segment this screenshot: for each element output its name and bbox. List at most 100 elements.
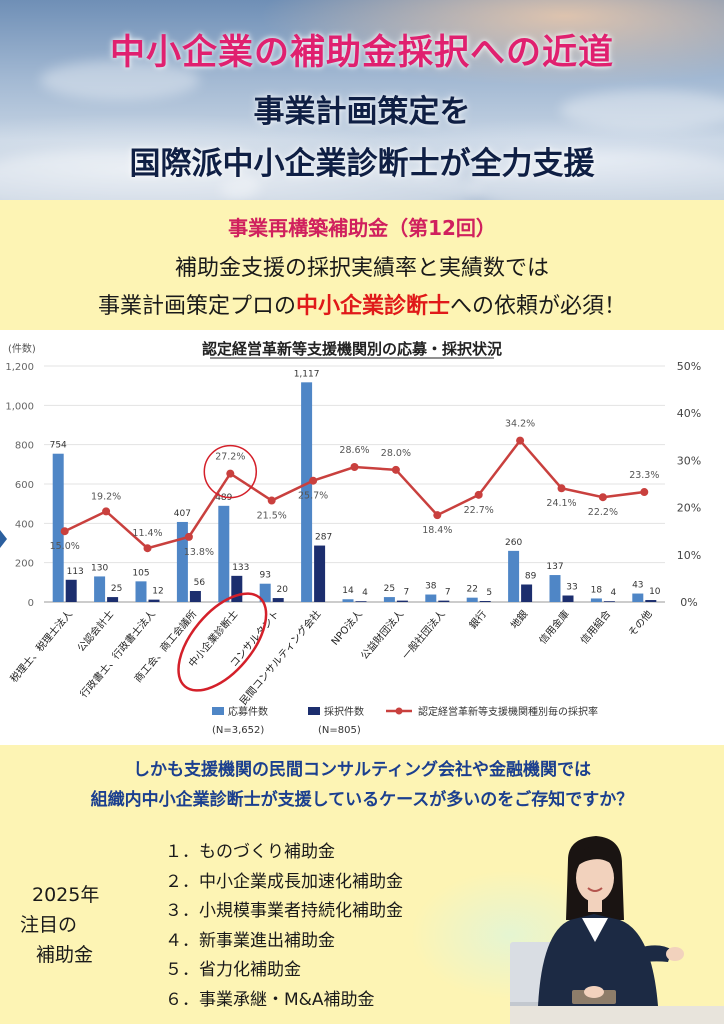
rate-point (516, 436, 525, 445)
bar-adopted (396, 600, 408, 602)
bar-applied (94, 576, 106, 602)
bar-adopted (355, 601, 367, 602)
bar-adopted-label: 89 (525, 571, 537, 581)
y-tick-label: 1,200 (5, 362, 34, 373)
bar-adopted-label: 4 (611, 588, 617, 598)
rate-label: 13.8% (184, 547, 214, 558)
hand-right (666, 947, 684, 961)
bar-applied-label: 137 (546, 562, 563, 572)
bar-applied (301, 382, 313, 602)
subsidy-item: ６．事業承継・M&A補助金 (165, 989, 375, 1010)
bar-applied (135, 581, 147, 602)
bar-adopted (521, 584, 533, 602)
arm-right (636, 945, 672, 964)
bar-adopted-label: 7 (404, 588, 410, 598)
bar-adopted-label: 113 (67, 567, 84, 577)
intro-line2-post: への依頼が必須！ (450, 294, 627, 319)
rate-point (391, 465, 400, 474)
bar-adopted-label: 4 (362, 588, 368, 598)
bar-adopted (314, 545, 326, 602)
bar-applied-label: 1,117 (294, 369, 320, 379)
bar-applied-label: 14 (342, 586, 354, 596)
bar-applied (508, 550, 520, 602)
x-category-label: その他 (625, 608, 654, 639)
x-category-label: 一般社団法人 (399, 608, 448, 662)
bar-applied-label: 105 (132, 568, 149, 578)
x-category-label: 信用組合 (578, 608, 614, 647)
hero-subtitle-line2: 国際派中小企業診断士が全力支援 (129, 146, 595, 182)
bar-adopted (438, 600, 450, 602)
question-line1: しかも支援機関の民間コンサルティング会社や金融機関では (133, 760, 591, 780)
legend-adopted-name: 採択件数 (324, 705, 364, 718)
subsidy-list: １．ものづくり補助金 ２．中小企業成長加速化補助金 ３．小規模事業者持続化補助金… (165, 838, 525, 1015)
rate-label: 22.7% (464, 505, 494, 516)
highlight-rate-circle (203, 444, 258, 499)
bar-applied (632, 593, 644, 602)
intro-line2: 事業計画策定プロの中小企業診断士への依頼が必須！ (0, 288, 724, 320)
y-tick-label: 800 (15, 441, 34, 452)
y2-tick-label: 0% (680, 596, 697, 609)
bar-applied (218, 505, 230, 602)
rate-label: 25.7% (298, 491, 328, 502)
x-category-label: 税理士、税理士法人 (7, 608, 75, 685)
rate-point (102, 507, 111, 516)
bar-adopted-label: 33 (566, 583, 577, 593)
bar-adopted (107, 597, 119, 602)
featured-label: 2025年 注目の 補助金 (20, 880, 140, 970)
rate-point (309, 476, 318, 485)
intro-section: 事業再構築補助金（第12回） 補助金支援の採択実績率と実績数では 事業計画策定プ… (0, 200, 724, 330)
bar-applied-label: 93 (259, 571, 270, 581)
legend-adopted-swatch (308, 707, 320, 715)
bar-adopted-label: 10 (649, 587, 661, 597)
subsidy-item: １．ものづくり補助金 (165, 842, 335, 862)
x-category-label: 公認会計士 (74, 608, 116, 655)
bar-adopted (272, 598, 284, 602)
rate-point (267, 496, 276, 505)
bar-adopted-label: 25 (111, 584, 122, 594)
bar-applied (259, 583, 271, 602)
bar-adopted (603, 601, 615, 602)
bar-adopted (148, 599, 160, 602)
consultant-illustration (510, 836, 724, 1024)
bar-applied-label: 22 (466, 585, 477, 595)
rate-label: 28.6% (339, 445, 369, 456)
rate-label: 11.4% (132, 528, 162, 539)
x-category-label: 銀行 (466, 608, 489, 632)
bar-adopted (479, 601, 491, 602)
intro-line1: 補助金支援の採択実績率と実績数では (174, 256, 549, 281)
bar-adopted-label: 7 (445, 588, 451, 598)
jacket (538, 914, 658, 1006)
rate-label: 19.2% (91, 491, 121, 502)
bar-adopted (65, 579, 77, 602)
bar-adopted (645, 600, 657, 602)
rate-point (60, 527, 69, 536)
legend-applied-swatch (212, 707, 224, 715)
y-tick-label: 200 (15, 559, 34, 570)
rate-point (350, 463, 359, 472)
rate-point (184, 532, 193, 541)
bar-applied (425, 594, 437, 602)
bar-applied-label: 260 (505, 538, 522, 548)
bar-applied (52, 453, 64, 602)
rate-point (433, 511, 442, 520)
rate-label: 34.2% (505, 419, 535, 430)
y2-tick-label: 20% (677, 502, 701, 515)
y-tick-label: 1,000 (5, 401, 34, 412)
chart-title: 認定経営革新等支援機関別の応募・採択状況 (202, 340, 502, 358)
hero-banner: 中小企業の補助金採択への近道 事業計画策定を 国際派中小企業診断士が全力支援 (0, 0, 724, 200)
y2-tick-label: 10% (677, 549, 701, 562)
rate-label: 27.2% (215, 452, 245, 463)
y2-tick-label: 50% (677, 360, 701, 373)
rate-point (598, 493, 607, 502)
rate-point (474, 490, 483, 499)
x-category-label: 地銀 (508, 608, 531, 632)
desk (510, 1006, 724, 1024)
bar-applied-label: 38 (425, 582, 437, 592)
bar-adopted (189, 590, 201, 602)
intro-line2-highlight: 中小企業診断士 (295, 294, 450, 319)
question-line2: 組織内中小企業診断士が支援しているケースが多いのをご存知ですか？ (90, 790, 634, 810)
hair-front (574, 846, 618, 870)
bar-applied (590, 598, 602, 602)
y-axis-label: (件数) (8, 342, 36, 355)
y2-tick-label: 40% (677, 407, 701, 420)
